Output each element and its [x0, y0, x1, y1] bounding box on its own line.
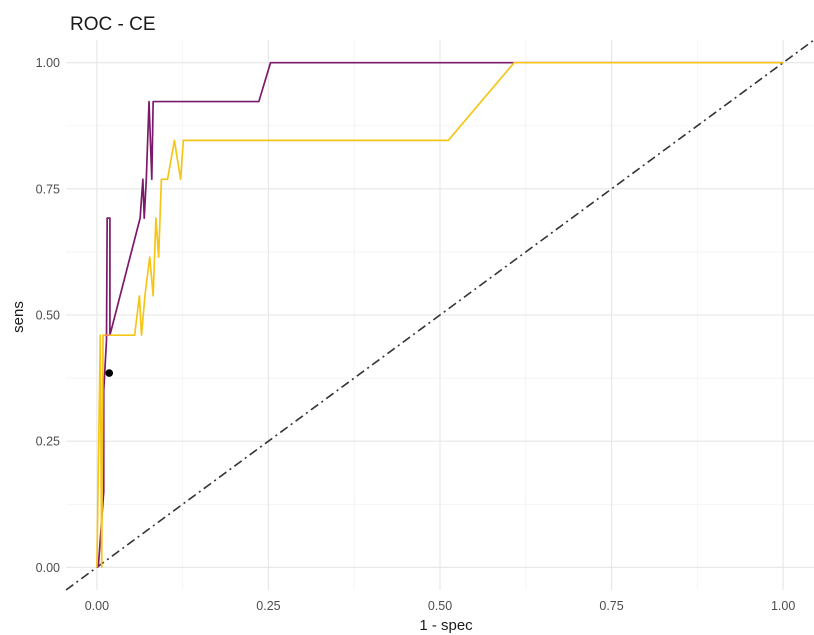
x-tick-label: 0.50	[428, 599, 452, 613]
series-line-2	[96, 61, 784, 569]
highlight-points	[105, 369, 114, 377]
optimal-cutoff-point	[105, 369, 114, 377]
x-tick-label: 0.25	[256, 599, 280, 613]
y-tick-label: 0.00	[36, 561, 60, 575]
chart-title: ROC - CE	[70, 14, 156, 35]
series-lines	[96, 61, 784, 569]
y-axis-title: sens	[10, 301, 27, 333]
x-tick-label: 0.00	[85, 599, 109, 613]
y-tick-label: 0.25	[36, 435, 60, 449]
y-tick-label: 1.00	[36, 56, 60, 70]
series-line-1	[97, 61, 784, 568]
x-tick-label: 0.75	[599, 599, 623, 613]
x-tick-label: 1.00	[771, 599, 795, 613]
reference-line	[65, 39, 814, 591]
x-axis-title: 1 - spec	[419, 617, 473, 634]
reference-diagonal	[65, 39, 814, 591]
tick-labels: 0.00 0.25 0.50 0.75 1.00 0.00 0.25 0.50 0.75 1.00	[36, 56, 796, 613]
y-tick-label: 0.75	[36, 182, 60, 196]
y-tick-label: 0.50	[36, 309, 60, 323]
